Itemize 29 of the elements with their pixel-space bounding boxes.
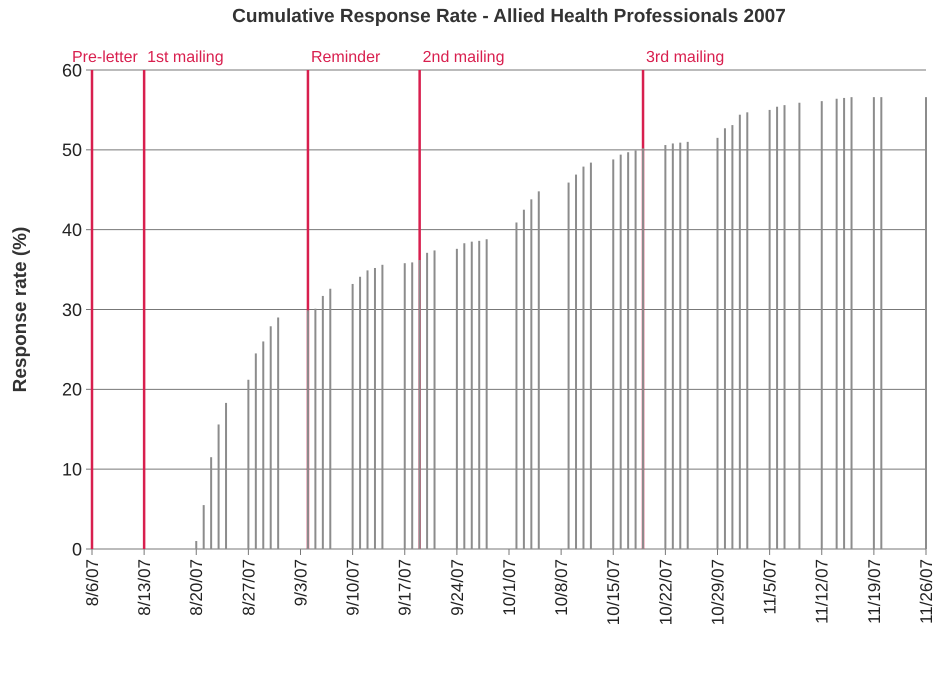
ref-line-label: 3rd mailing: [646, 49, 724, 66]
y-tick-label: 20: [62, 380, 82, 400]
x-tick-label: 10/22/07: [656, 559, 676, 626]
x-tick-label: 10/15/07: [604, 559, 624, 626]
x-tick-label: 10/1/07: [500, 559, 519, 616]
x-tick-label: 10/8/07: [552, 559, 572, 616]
x-tick-label: 10/29/07: [708, 559, 728, 626]
x-tick-label: 9/10/07: [344, 559, 363, 616]
y-tick-label: 30: [62, 300, 82, 320]
ref-line-label: Reminder: [310, 49, 381, 66]
y-tick-label: 0: [72, 539, 82, 560]
x-tick-label: 8/20/07: [187, 559, 206, 616]
ref-line-label: 2nd mailing: [422, 49, 504, 66]
y-axis-title: Response rate (%): [10, 226, 31, 392]
x-tick-label: 11/26/07: [916, 559, 936, 624]
chart-title: Cumulative Response Rate - Allied Health Professionals 2007: [232, 6, 786, 27]
x-tick-label: 11/5/07: [760, 559, 780, 614]
x-tick-label: 11/12/07: [812, 559, 832, 624]
x-tick-label: 9/17/07: [396, 559, 415, 616]
x-tick-label: 9/24/07: [448, 559, 467, 616]
y-tick-label: 50: [62, 140, 82, 160]
y-tick-label: 40: [62, 220, 82, 240]
x-tick-label: 8/6/07: [82, 559, 102, 606]
x-tick-label: 8/13/07: [135, 559, 154, 616]
ref-line-label: 1st mailing: [147, 49, 224, 66]
x-tick-label: 9/3/07: [291, 559, 310, 606]
y-tick-label: 10: [62, 459, 82, 480]
x-tick-label: 8/27/07: [239, 559, 258, 616]
x-tick-label: 11/19/07: [864, 559, 884, 624]
